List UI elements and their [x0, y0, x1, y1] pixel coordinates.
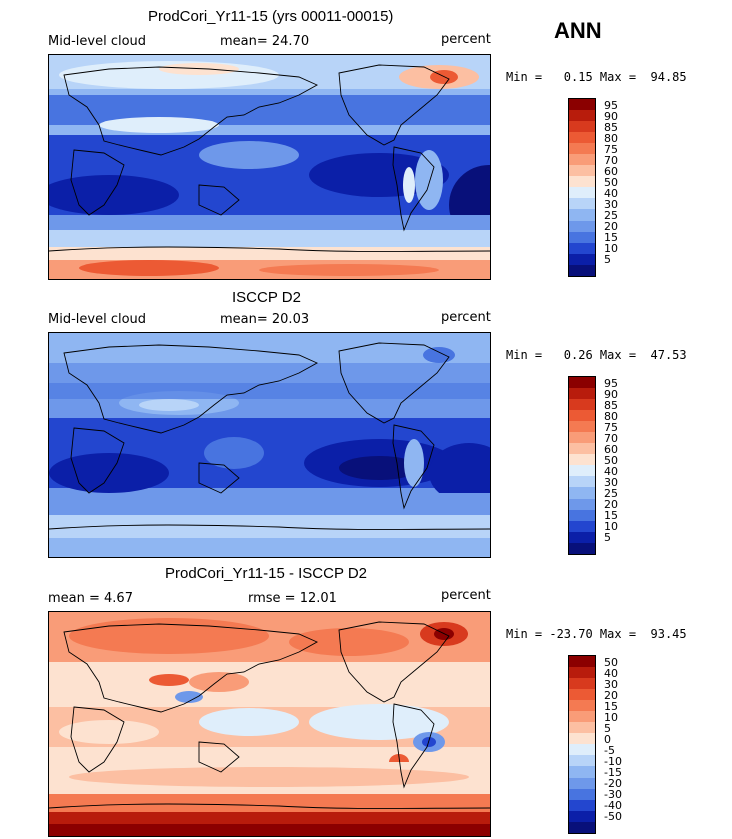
panel2-tick: 5: [604, 531, 611, 544]
panel1-tick: 10: [604, 242, 618, 255]
panel3-tick: -50: [604, 810, 622, 823]
panel2-tick: 80: [604, 410, 618, 423]
panel2-tick: 25: [604, 487, 618, 500]
panel1-tick: 40: [604, 187, 618, 200]
panel3-map: [48, 611, 491, 837]
panel2-tick: 85: [604, 399, 618, 412]
panel2-tick: 20: [604, 498, 618, 511]
panel2-tick: 95: [604, 377, 618, 390]
panel2-tick: 10: [604, 520, 618, 533]
panel1-mean-label: mean= 24.70: [220, 34, 310, 49]
panel1-units-label: percent: [441, 32, 491, 47]
panel1-tick: 25: [604, 209, 618, 222]
panel1-tick: 60: [604, 165, 618, 178]
panel2-tick: 40: [604, 465, 618, 478]
panel1-tick: 15: [604, 231, 618, 244]
panel3-tick: -10: [604, 755, 622, 768]
panel2-tick: 90: [604, 388, 618, 401]
panel1-map: [48, 54, 491, 280]
panel3-tick: -5: [604, 744, 615, 757]
panel2-title: ISCCP D2: [232, 289, 301, 306]
panel3-tick: 20: [604, 689, 618, 702]
panel1-tick: 70: [604, 154, 618, 167]
panel3-tick: -20: [604, 777, 622, 790]
panel3-tick: -30: [604, 788, 622, 801]
panel3-tick: 50: [604, 656, 618, 669]
panel2-mean-label: mean= 20.03: [220, 312, 310, 327]
panel2-minmax: Min = 0.26 Max = 47.53: [506, 348, 687, 362]
panel1-minmax: Min = 0.15 Max = 94.85: [506, 70, 687, 84]
panel2-map-svg: [49, 333, 490, 557]
panel2-tick: 60: [604, 443, 618, 456]
season-label: ANN: [554, 18, 602, 43]
panel3-title: ProdCori_Yr11-15 - ISCCP D2: [165, 565, 368, 582]
panel1-tick: 50: [604, 176, 618, 189]
panel3-units-label: percent: [441, 588, 491, 603]
panel3-tick: 5: [604, 722, 611, 735]
panel3-tick: 40: [604, 667, 618, 680]
panel3-map-svg: [49, 612, 490, 836]
panel3-tick: 30: [604, 678, 618, 691]
panel1-colorbar: [568, 98, 596, 277]
panel3-tick: -15: [604, 766, 622, 779]
panel2-tick: 50: [604, 454, 618, 467]
panel2-units-label: percent: [441, 310, 491, 325]
panel3-rmse-label: rmse = 12.01: [248, 591, 337, 606]
panel3-tick: -40: [604, 799, 622, 812]
panel3-tick: 15: [604, 700, 618, 713]
panel1-tick: 95: [604, 99, 618, 112]
panel2-map: [48, 332, 491, 558]
panel3-colorbar: [568, 655, 596, 834]
panel3-mean-label: mean = 4.67: [48, 591, 133, 606]
panel1-tick: 85: [604, 121, 618, 134]
panel1-tick: 5: [604, 253, 611, 266]
panel1-tick: 30: [604, 198, 618, 211]
panel1-tick: 90: [604, 110, 618, 123]
panel1-title: ProdCori_Yr11-15 (yrs 00011-00015): [148, 8, 394, 25]
panel2-tick: 75: [604, 421, 618, 434]
panel1-tick: 80: [604, 132, 618, 145]
panel2-variable-label: Mid-level cloud: [48, 312, 147, 327]
panel3-tick: 10: [604, 711, 618, 724]
panel2-tick: 30: [604, 476, 618, 489]
panel2-colorbar: [568, 376, 596, 555]
panel3-minmax: Min = -23.70 Max = 93.45: [506, 627, 687, 641]
panel1-map-svg: [49, 55, 490, 279]
panel2-tick: 70: [604, 432, 618, 445]
panel2-tick: 15: [604, 509, 618, 522]
panel1-variable-label: Mid-level cloud: [48, 34, 147, 49]
panel1-tick: 75: [604, 143, 618, 156]
panel3-tick: 0: [604, 733, 611, 746]
panel1-tick: 20: [604, 220, 618, 233]
